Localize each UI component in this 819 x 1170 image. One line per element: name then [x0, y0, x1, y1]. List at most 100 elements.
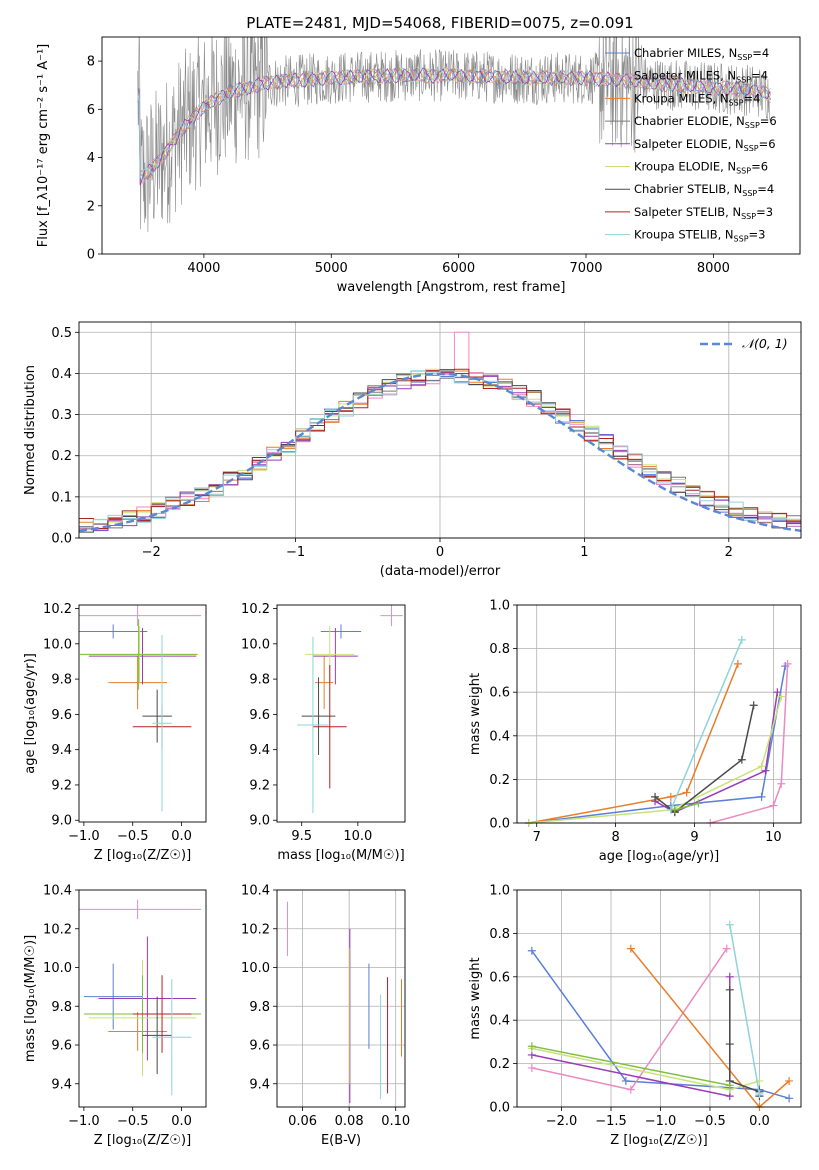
x-tick-label: 0.0	[171, 1114, 192, 1129]
y-tick-label: 0.0	[51, 532, 72, 547]
y-axis-label: mass [log₁₀(M/M☉)]	[23, 935, 38, 1062]
x-tick-label: 10.0	[343, 829, 372, 844]
y-tick-label: 4	[87, 151, 95, 166]
x-tick-label: −1.5	[595, 1114, 627, 1129]
y-tick-label: 10.2	[43, 922, 72, 937]
y-tick-label: 9.8	[249, 673, 270, 688]
y-tick-label: 9.6	[51, 1039, 72, 1054]
axes-frame	[517, 605, 801, 823]
age-vs-mass-panel: 9.510.09.09.29.49.69.810.010.2mass [log₁…	[241, 602, 405, 863]
x-tick-label: 0.08	[335, 1114, 364, 1129]
series-marker	[627, 1086, 635, 1094]
y-tick-label: 0.5	[51, 326, 72, 341]
series-marker	[528, 1064, 536, 1072]
y-tick-label: 2	[87, 199, 95, 214]
series-marker	[769, 802, 777, 810]
x-tick-label: −1.0	[68, 829, 100, 844]
x-axis-label: Z [log₁₀(Z/Z☉)]	[610, 1133, 707, 1148]
x-tick-label: 7000	[569, 261, 602, 276]
x-axis-label: (data-model)/error	[380, 564, 501, 579]
y-tick-label: 10.2	[241, 922, 270, 937]
series-line-chab_stelib	[655, 705, 754, 812]
series-marker	[738, 636, 746, 644]
y-tick-label: 1.0	[489, 884, 510, 899]
series-line-salp_elodie	[655, 692, 777, 812]
x-tick-label: −1	[286, 545, 305, 560]
legend-label: 𝒩(0, 1)	[742, 336, 788, 351]
legend-label: Chabrier STELIB, NSSP=4	[634, 182, 774, 198]
age-vs-metallicity-panel: −1.0−0.50.09.09.29.49.69.810.010.2Z [log…	[23, 602, 206, 863]
mass-weight-vs-age-panel: 789100.00.20.40.60.81.0age [log₁₀(age/yr…	[468, 599, 801, 865]
x-tick-label: 6000	[442, 261, 475, 276]
x-tick-label: 0.0	[171, 829, 192, 844]
y-tick-label: 8	[87, 55, 95, 70]
series-marker	[777, 780, 785, 788]
series-line-krou_stelib	[730, 925, 760, 1094]
series-marker	[785, 1094, 793, 1102]
series-marker	[726, 986, 734, 994]
y-tick-label: 10.0	[43, 637, 72, 652]
x-tick-label: −2.0	[546, 1114, 578, 1129]
x-axis-label: Z [log₁₀(Z/Z☉)]	[94, 1133, 191, 1148]
x-tick-label: −0.5	[694, 1114, 726, 1129]
y-tick-label: 0.2	[489, 1057, 510, 1072]
axes-frame	[277, 890, 405, 1107]
y-tick-label: 10.0	[241, 637, 270, 652]
x-tick-label: 7	[533, 830, 541, 845]
y-tick-label: 6	[87, 103, 95, 118]
y-tick-label: 10.0	[241, 961, 270, 976]
x-axis-label: Z [log₁₀(Z/Z☉)]	[94, 848, 191, 863]
x-tick-label: −2	[142, 545, 161, 560]
y-tick-label: 9.6	[249, 708, 270, 723]
x-axis-label: age [log₁₀(age/yr)]	[599, 849, 720, 864]
x-tick-label: 2	[725, 545, 733, 560]
y-tick-label: 0.4	[489, 729, 510, 744]
mass-weight-vs-metallicity-panel: −2.0−1.5−1.0−0.50.00.00.20.40.60.81.0Z […	[468, 884, 801, 1149]
y-tick-label: 9.6	[249, 1039, 270, 1054]
legend-label: Kroupa ELODIE, NSSP=6	[634, 160, 768, 176]
x-tick-label: 0.10	[381, 1114, 410, 1129]
y-tick-label: 0.4	[51, 367, 72, 382]
x-tick-label: −1.0	[645, 1114, 677, 1129]
series-line-krou_miles	[529, 664, 738, 823]
series-marker	[750, 701, 758, 709]
legend-label: Chabrier MILES, NSSP=4	[634, 46, 769, 62]
y-tick-label: 9.4	[51, 1077, 72, 1092]
series-marker	[758, 793, 766, 801]
y-tick-label: 9.8	[51, 1000, 72, 1015]
x-axis-label: mass [log₁₀(M/M☉)]	[277, 848, 404, 863]
x-tick-label: 5000	[315, 261, 348, 276]
y-tick-label: 9.0	[51, 814, 72, 829]
x-tick-label: 1	[580, 545, 588, 560]
y-tick-label: 0.8	[489, 927, 510, 942]
y-tick-label: 0	[87, 248, 95, 263]
series-marker	[762, 767, 770, 775]
y-tick-label: 9.2	[249, 778, 270, 793]
series-marker	[723, 945, 731, 953]
y-tick-label: 9.6	[51, 708, 72, 723]
series-line-krou_stelib	[671, 640, 742, 810]
x-tick-label: 10	[765, 830, 782, 845]
series-marker	[726, 973, 734, 981]
mass-vs-ebv-panel: 0.060.080.109.49.69.810.010.210.4E(B-V)	[241, 884, 410, 1149]
y-tick-label: 9.8	[249, 1000, 270, 1015]
y-tick-label: 0.1	[51, 490, 72, 505]
y-axis-label: mass weight	[468, 673, 483, 755]
residuals-panel: −2−10120.00.10.20.30.40.5(data-model)/er…	[23, 322, 815, 579]
series-marker	[683, 788, 691, 796]
y-tick-label: 9.0	[249, 814, 270, 829]
x-tick-label: 0.06	[288, 1114, 317, 1129]
y-tick-label: 1.0	[489, 599, 510, 614]
y-tick-label: 10.4	[43, 884, 72, 899]
y-tick-label: 9.2	[51, 778, 72, 793]
y-tick-label: 0.4	[489, 1014, 510, 1029]
y-tick-label: 10.0	[43, 961, 72, 976]
y-tick-label: 9.4	[51, 743, 72, 758]
series-marker	[726, 1040, 734, 1048]
x-tick-label: 9	[690, 830, 698, 845]
y-tick-label: 0.3	[51, 408, 72, 423]
y-tick-label: 0.6	[489, 686, 510, 701]
legend-label: Salpeter ELODIE, NSSP=6	[634, 137, 776, 153]
mass-vs-metallicity-panel: −1.0−0.50.09.49.69.810.010.210.4Z [log₁₀…	[23, 884, 206, 1149]
